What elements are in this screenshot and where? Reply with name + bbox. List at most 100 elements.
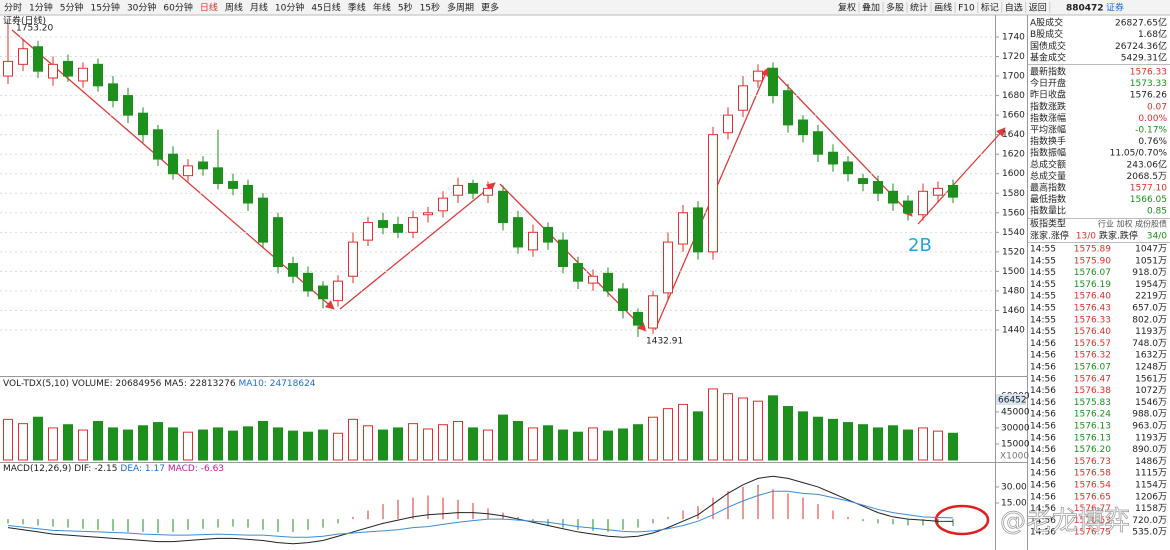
candle-body — [648, 295, 658, 329]
toolbar-item[interactable]: 1分钟 — [29, 2, 53, 14]
candle-body — [558, 239, 568, 267]
volume-header: VOL-TDX(5,10) VOLUME: 20684956 MA5: 2281… — [3, 379, 316, 389]
candle-body — [573, 263, 583, 282]
panel-value: 11.05/0.70% — [1110, 149, 1168, 159]
toolbar-item[interactable]: 画线 — [934, 2, 952, 14]
volume-bar — [33, 416, 43, 461]
candle-body — [33, 46, 43, 72]
tick-time: 14:55 — [1030, 268, 1056, 278]
y-tick-label: 1520 — [1002, 247, 1025, 257]
tick-volume: 1206万 — [1135, 492, 1167, 502]
toolbar-item[interactable]: 年线 — [373, 2, 391, 14]
toolbar-item[interactable]: 自选 — [1005, 2, 1023, 14]
panel-label: 国债成交 — [1030, 40, 1066, 52]
toolbar-item[interactable]: 日线 — [200, 2, 218, 14]
volume-bar — [498, 414, 508, 461]
candle-body — [603, 272, 613, 292]
y-tick-label: 1660 — [1002, 111, 1025, 121]
volume-bar — [183, 431, 193, 461]
volume-bar — [813, 416, 823, 461]
toolbar-item[interactable]: 复权 — [838, 2, 856, 14]
volume-bar — [378, 429, 388, 461]
tick-time: 14:56 — [1030, 504, 1056, 514]
panel-label: 总成交量 — [1030, 170, 1066, 182]
volume-bar — [483, 429, 493, 461]
toolbar-item[interactable]: 更多 — [481, 2, 499, 14]
toolbar-item[interactable]: 15分钟 — [90, 2, 119, 14]
toolbar-item[interactable]: 30分钟 — [127, 2, 156, 14]
header-text: 22813276 — [190, 379, 236, 389]
toolbar-item[interactable]: 叠加 — [862, 3, 880, 14]
max-label-box — [996, 394, 1026, 405]
trend-arrow — [917, 127, 1006, 225]
candle-body — [498, 190, 508, 224]
volume-bar — [303, 431, 313, 461]
volume-bar — [228, 430, 238, 461]
candle-body — [663, 241, 673, 294]
panel-value: 26724.36亿 — [1115, 40, 1167, 52]
y-tick-label: 1620 — [1002, 150, 1025, 160]
candle-body — [393, 224, 403, 233]
panel-value: 0.76% — [1138, 137, 1167, 147]
tick-price: 1575.89 — [1074, 245, 1111, 255]
volume-bar — [723, 393, 733, 461]
toolbar-item[interactable]: 多周期 — [447, 2, 474, 14]
candle-body — [363, 222, 373, 241]
volume-bar — [63, 424, 73, 461]
tick-volume: 1546万 — [1135, 398, 1167, 408]
tick-time: 14:56 — [1030, 351, 1056, 361]
header-text: 24718624 — [270, 379, 316, 389]
tick-volume: 657.0万 — [1132, 304, 1167, 314]
candle-body — [708, 134, 718, 253]
candle-body — [828, 151, 838, 165]
panel-value: 26827.65亿 — [1115, 17, 1167, 29]
panel-value: 1576.33 — [1130, 68, 1167, 78]
volume-bar — [663, 408, 673, 461]
volume-bar — [438, 424, 448, 461]
panel-label: 基金成交 — [1030, 52, 1066, 64]
panel-label: 总成交额 — [1030, 158, 1066, 170]
panel-label: 指数量比 — [1030, 205, 1066, 217]
toolbar-item[interactable]: 多股 — [886, 2, 904, 14]
tick-volume: 720.0万 — [1132, 516, 1167, 526]
toolbar-item[interactable]: 60分钟 — [163, 2, 192, 14]
toolbar-item[interactable]: 10分钟 — [275, 2, 304, 14]
y-tick-label: 1560 — [1002, 208, 1025, 218]
toolbar-item[interactable]: 分时 — [4, 2, 22, 14]
panel-label: 涨家.涨停 — [1030, 230, 1069, 242]
y-tick-label: 15000 — [1001, 439, 1030, 449]
y-tick-label: 1700 — [1002, 72, 1025, 82]
panel-value: 1576.26 — [1130, 91, 1167, 101]
volume-bar — [273, 427, 283, 461]
toolbar-item[interactable]: 15秒 — [420, 2, 440, 14]
volume-bar — [918, 427, 928, 461]
toolbar-item[interactable]: 统计 — [910, 2, 928, 14]
toolbar-item[interactable]: 周线 — [225, 2, 243, 14]
tick-volume: 748.0万 — [1132, 339, 1167, 349]
toolbar-item[interactable]: 45日线 — [311, 2, 340, 14]
toolbar-item[interactable]: 季线 — [348, 2, 366, 14]
tick-price: 1575.90 — [1074, 256, 1111, 266]
volume-bar — [3, 418, 13, 461]
tick-time: 14:55 — [1030, 245, 1056, 255]
panel-label: B股成交 — [1030, 28, 1063, 40]
toolbar-item[interactable]: 月线 — [250, 2, 268, 14]
toolbar-item[interactable]: 返回 — [1029, 2, 1047, 14]
volume-bar — [48, 427, 58, 461]
y-tick-label: 1740 — [1002, 32, 1025, 42]
tick-time: 14:56 — [1030, 481, 1056, 491]
toolbar-item[interactable]: 标记 — [981, 2, 999, 14]
volume-bar — [948, 432, 958, 461]
toolbar-item[interactable]: F10 — [958, 4, 975, 14]
volume-bar — [603, 430, 613, 461]
tick-time: 14:55 — [1030, 292, 1056, 302]
tick-volume: 1158万 — [1135, 504, 1167, 514]
panel-value: -0.17% — [1135, 126, 1167, 136]
dea-line — [7, 490, 954, 538]
security-name: 证券 — [1106, 2, 1124, 14]
y-tick-label: 1440 — [1002, 325, 1025, 335]
candle-body — [918, 190, 928, 216]
volume-bar — [78, 429, 88, 461]
toolbar-item[interactable]: 5分钟 — [60, 2, 84, 14]
toolbar-item[interactable]: 5秒 — [398, 2, 413, 14]
